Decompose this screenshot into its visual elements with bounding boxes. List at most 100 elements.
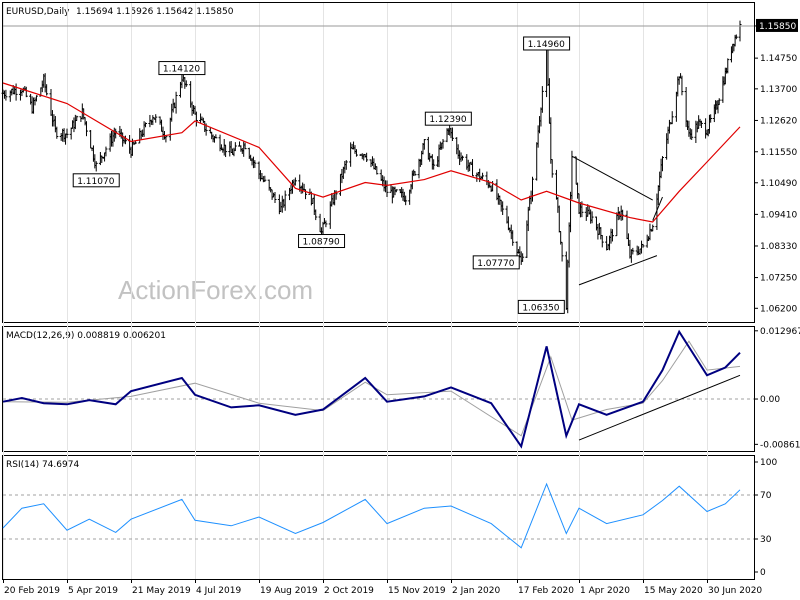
- price-bar: [680, 75, 684, 96]
- price-bar: [560, 241, 564, 262]
- price-bar: [243, 142, 247, 150]
- price-bar: [214, 134, 218, 139]
- x-tick-label: 5 Apr 2019: [68, 586, 118, 596]
- price-bar: [75, 115, 79, 121]
- x-tick-label: 15 Nov 2019: [388, 586, 446, 596]
- price-bar: [194, 111, 198, 127]
- price-bar: [55, 126, 59, 139]
- price-bar: [574, 156, 578, 185]
- price-bar: [45, 84, 49, 96]
- annotation-label: 1.08790: [303, 238, 340, 248]
- macd-tick-label: -0.008616: [760, 440, 800, 450]
- x-tick-label: 30 Jun 2020: [708, 586, 762, 596]
- x-tick-label: 15 May 2020: [644, 586, 703, 596]
- last-price-label: 1.15850: [759, 22, 796, 32]
- macd-tick-label: 0.012967: [760, 327, 800, 337]
- price-bar: [24, 86, 28, 98]
- price-bar: [123, 135, 127, 145]
- price-bar: [164, 135, 168, 143]
- price-bar: [253, 160, 257, 168]
- annotation-label: 1.11070: [77, 177, 114, 187]
- price-tick-label: 1.06200: [760, 304, 797, 314]
- price-bar: [460, 155, 464, 161]
- macd-panel-frame: [2, 326, 755, 452]
- price-bar: [511, 230, 515, 246]
- price-bar: [394, 189, 398, 193]
- price-bar: [263, 175, 267, 183]
- price-bar: [133, 140, 137, 145]
- price-bar: [174, 91, 178, 114]
- price-bar: [144, 122, 148, 128]
- rsi-label: RSI(14) 74.6974: [6, 460, 79, 470]
- x-tick-label: 21 May 2019: [132, 586, 191, 596]
- price-tick-label: 1.10490: [760, 179, 797, 189]
- macd-signal-line: [2, 340, 741, 437]
- price-bar: [450, 127, 454, 141]
- chart-ohlc: 1.15694 1.15926 1.15642 1.15850: [76, 7, 234, 17]
- price-bar: [709, 114, 713, 123]
- price-bar: [699, 120, 703, 129]
- annotation-label: 1.14120: [163, 65, 200, 75]
- price-bar: [324, 220, 328, 228]
- price-bar: [344, 160, 348, 170]
- price-bar: [734, 34, 738, 40]
- price-bar: [651, 224, 655, 232]
- price-bar: [547, 78, 551, 124]
- price-bar: [94, 161, 98, 172]
- chart-symbol: EURUSD,Daily: [6, 7, 70, 17]
- price-bar: [641, 243, 645, 248]
- price-annotation: 1.06350: [517, 299, 565, 314]
- price-bar: [717, 98, 721, 106]
- price-trendline: [652, 196, 663, 221]
- price-bar: [600, 235, 604, 248]
- price-bar: [4, 89, 8, 101]
- price-bar: [69, 127, 73, 140]
- price-bar: [114, 128, 118, 139]
- price-annotation: 1.14120: [158, 61, 206, 76]
- price-bar: [670, 111, 674, 125]
- price-bar: [660, 156, 664, 172]
- price-bar: [283, 190, 287, 211]
- price-bar: [726, 58, 730, 74]
- price-bar: [590, 211, 594, 224]
- price-bar: [354, 149, 358, 157]
- price-tick-label: 1.11550: [760, 148, 797, 158]
- price-bar: [224, 144, 228, 158]
- price-bar: [184, 80, 188, 87]
- x-tick-label: 19 Aug 2019: [260, 586, 318, 596]
- price-bar: [404, 195, 408, 206]
- rsi-tick-label: 30: [760, 535, 772, 545]
- price-bar: [704, 118, 708, 139]
- price-bar: [549, 117, 553, 164]
- rsi-tick-label: 0: [760, 568, 766, 578]
- price-bar: [690, 129, 694, 140]
- price-bar: [104, 146, 108, 157]
- price-bar: [501, 201, 505, 215]
- macd-label: MACD(12,26,9) 0.008819 0.006201: [6, 331, 166, 341]
- x-tick-label: 1 Apr 2020: [580, 586, 630, 596]
- price-bar: [550, 158, 554, 178]
- price-tick-label: 1.09410: [760, 210, 797, 220]
- x-tick-label: 17 Feb 2020: [518, 586, 574, 596]
- price-bar: [535, 142, 539, 181]
- rsi-panel-frame: [2, 455, 755, 580]
- price-tick-label: 1.13700: [760, 85, 797, 95]
- annotation-label: 1.06350: [522, 303, 559, 313]
- price-annotation: 1.12390: [424, 111, 472, 126]
- price-bar: [273, 191, 277, 204]
- price-bar: [314, 209, 318, 221]
- price-trendline: [578, 255, 658, 286]
- price-bar: [84, 121, 88, 137]
- price-tick-label: 1.12620: [760, 116, 797, 126]
- price-bar: [631, 247, 635, 255]
- annotation-label: 1.12390: [429, 115, 466, 125]
- x-tick-label: 4 Jul 2019: [196, 586, 241, 596]
- watermark: ActionForex.com: [118, 275, 313, 305]
- price-bar: [481, 172, 485, 180]
- price-bar: [293, 177, 297, 186]
- annotation-label: 1.07770: [477, 259, 514, 269]
- price-bar: [365, 152, 369, 163]
- macd-line: [2, 329, 741, 449]
- price-bar: [610, 229, 614, 242]
